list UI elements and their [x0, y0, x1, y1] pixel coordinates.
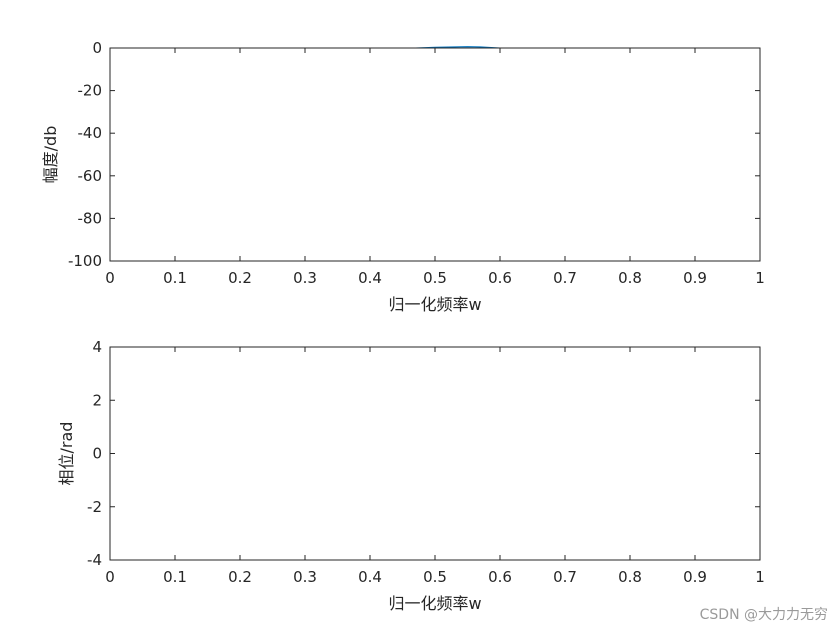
phase-ytick-label: -2 — [87, 498, 102, 516]
phase-xlabel: 归一化频率w — [388, 594, 481, 613]
magnitude-xtick-label: 0.6 — [488, 269, 512, 287]
magnitude-ytick-label: 0 — [92, 39, 102, 57]
phase-xtick-label: 0.6 — [488, 568, 512, 586]
phase-ytick-label: -4 — [87, 551, 102, 569]
magnitude-axes-frame — [109, 47, 761, 262]
magnitude-xtick-label: 0.2 — [228, 269, 252, 287]
magnitude-xtick-label: 0.3 — [293, 269, 317, 287]
phase-xtick-label: 0.3 — [293, 568, 317, 586]
magnitude-xtick-label: 0.9 — [683, 269, 707, 287]
phase-axes: 0 0.1 0.2 0.3 0.4 0.5 0.6 0.7 0.8 0.9 1 4 2 0 -2 -4 归一化频… — [57, 338, 765, 613]
magnitude-xtick-label: 0.5 — [423, 269, 447, 287]
phase-ytick-label: 4 — [92, 338, 102, 356]
phase-xtick-label: 0.2 — [228, 568, 252, 586]
magnitude-xtick-label: 1 — [755, 269, 765, 287]
phase-ytick-label: 2 — [92, 391, 102, 409]
magnitude-ytick-label: -80 — [78, 209, 103, 227]
magnitude-ytick-label: -100 — [68, 252, 102, 270]
magnitude-xtick-label: 0.4 — [358, 269, 382, 287]
magnitude-ylabel: 幅度/db — [41, 126, 60, 184]
phase-ytick-label: 0 — [92, 445, 102, 463]
phase-xtick-label: 1 — [755, 568, 765, 586]
magnitude-ytick-label: -60 — [78, 167, 103, 185]
phase-axes-frame — [109, 346, 761, 561]
phase-xtick-label: 0.8 — [618, 568, 642, 586]
csdn-watermark: CSDN @大力力无穷 — [699, 607, 828, 623]
magnitude-xlabel: 归一化频率w — [388, 295, 481, 314]
phase-xtick-label: 0 — [105, 568, 115, 586]
phase-xtick-label: 0.7 — [553, 568, 577, 586]
magnitude-ytick-label: -20 — [78, 82, 103, 100]
phase-xtick-label: 0.4 — [358, 568, 382, 586]
phase-xtick-label: 0.1 — [163, 568, 187, 586]
magnitude-xtick-label: 0.8 — [618, 269, 642, 287]
phase-xtick-label: 0.9 — [683, 568, 707, 586]
magnitude-ytick-label: -40 — [78, 124, 103, 142]
phase-ylabel: 相位/rad — [57, 422, 76, 486]
phase-xtick-label: 0.5 — [423, 568, 447, 586]
magnitude-xtick-label: 0.7 — [553, 269, 577, 287]
magnitude-xtick-label: 0 — [105, 269, 115, 287]
magnitude-xtick-label: 0.1 — [163, 269, 187, 287]
magnitude-axes: 0 0.1 0.2 0.3 0.4 0.5 0.6 0.7 0.8 0.9 1 0 -20 -40 -60 -… — [41, 39, 765, 314]
